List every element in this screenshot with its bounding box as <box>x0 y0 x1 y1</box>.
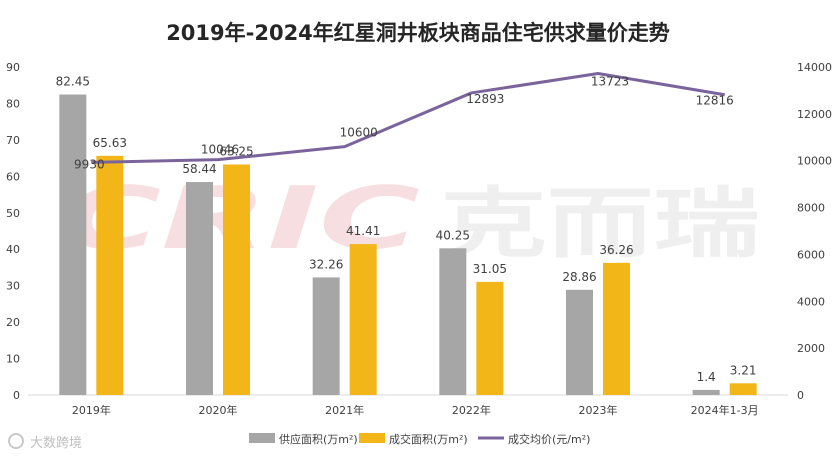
legend-label: 成交均价(元/m²) <box>508 432 590 446</box>
supply-bar <box>693 390 720 395</box>
footer-logo: 大数跨境 <box>9 434 82 451</box>
y-left-tick-label: 90 <box>6 61 20 74</box>
price-label: 12816 <box>696 94 734 108</box>
footer-logo-text: 大数跨境 <box>30 436 82 451</box>
supply-bar-label: 32.26 <box>309 257 343 271</box>
deal-bar <box>350 244 377 395</box>
legend-swatch <box>249 433 275 443</box>
x-tick-label: 2021年 <box>325 403 364 417</box>
legend-label: 供应面积(万m²) <box>279 432 358 446</box>
y-left-tick-label: 0 <box>13 389 20 402</box>
y-right-tick-label: 6000 <box>797 248 825 261</box>
y-right-tick-label: 10000 <box>797 155 832 168</box>
supply-bar-label: 40.25 <box>436 228 470 242</box>
footer-logo-icon <box>9 434 23 448</box>
chart-title: 2019年-2024年红星洞井板块商品住宅供求量价走势 <box>166 21 670 45</box>
y-right-tick-label: 4000 <box>797 295 825 308</box>
y-left-tick-label: 80 <box>6 97 20 110</box>
supply-bar-label: 1.4 <box>697 370 716 384</box>
supply-bar-label: 28.86 <box>562 270 596 284</box>
legend-label: 成交面积(万m²) <box>389 432 468 446</box>
y-right-tick-label: 0 <box>797 389 804 402</box>
supply-bar <box>439 248 466 395</box>
price-label: 10600 <box>340 126 378 140</box>
deal-bar <box>476 282 503 395</box>
supply-bar <box>313 277 340 395</box>
y-left-tick-label: 50 <box>6 207 20 220</box>
deal-bar <box>96 156 123 395</box>
deal-bar <box>730 383 757 395</box>
supply-bar-label: 82.45 <box>56 75 90 89</box>
y-right-tick-label: 2000 <box>797 342 825 355</box>
deal-bar <box>223 164 250 395</box>
x-tick-label: 2023年 <box>579 403 618 417</box>
deal-bar-label: 3.21 <box>730 363 757 377</box>
supply-bar <box>59 95 86 395</box>
x-tick-label: 2022年 <box>452 403 491 417</box>
supply-bar-label: 58.44 <box>182 162 216 176</box>
legend: 供应面积(万m²) 成交面积(万m²) 成交均价(元/m²) <box>249 432 590 446</box>
y-right-tick-label: 8000 <box>797 202 825 215</box>
supply-bar <box>566 290 593 395</box>
deal-bar-label: 36.26 <box>599 243 633 257</box>
price-label: 12893 <box>466 92 504 106</box>
y-left-tick-label: 40 <box>6 243 20 256</box>
y-right-tick-label: 12000 <box>797 108 832 121</box>
x-tick-label: 2019年 <box>72 403 111 417</box>
supply-bar <box>186 182 213 395</box>
deal-bar-label: 65.63 <box>93 136 127 150</box>
x-tick-label: 2020年 <box>199 403 238 417</box>
y-left-tick-label: 30 <box>6 280 20 293</box>
y-left-tick-label: 60 <box>6 170 20 183</box>
deal-bar <box>603 263 630 395</box>
legend-swatch <box>359 433 385 443</box>
x-tick-label: 2024年1-3月 <box>691 403 759 417</box>
price-line <box>91 73 725 162</box>
price-label: 10046 <box>201 143 239 157</box>
deal-bar-label: 41.41 <box>346 224 380 238</box>
y-right-tick-label: 14000 <box>797 61 832 74</box>
cric-watermark: CRIC 克而瑞 <box>60 169 760 269</box>
y-left-tick-label: 20 <box>6 316 20 329</box>
price-label: 13723 <box>591 74 629 88</box>
y-left-tick-label: 70 <box>6 134 20 147</box>
price-label: 9930 <box>74 157 105 171</box>
y-left-tick-label: 10 <box>6 353 20 366</box>
price-line-path <box>91 73 724 162</box>
deal-bar-label: 31.05 <box>473 262 507 276</box>
